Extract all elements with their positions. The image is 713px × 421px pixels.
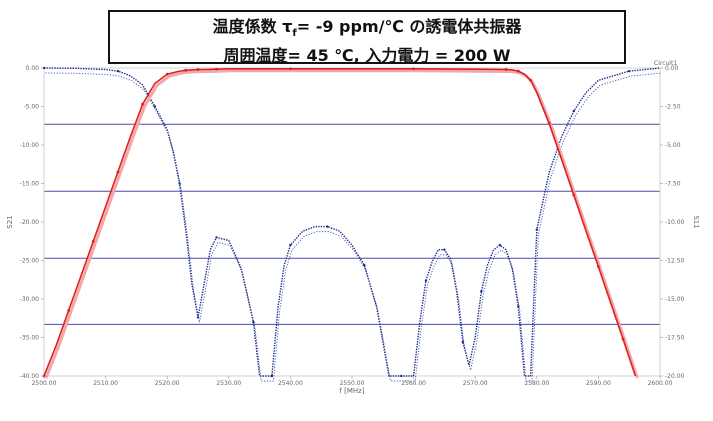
s21-point — [529, 78, 533, 82]
s21-point — [572, 193, 576, 197]
x-tick-label: 2600.00 — [648, 380, 673, 387]
series-s11-secondary-line — [45, 72, 662, 382]
y-right-tick-label: -10.00 — [665, 219, 685, 226]
s11-point — [424, 279, 428, 282]
s11-point — [116, 69, 120, 73]
s11-point — [535, 228, 538, 231]
s11-point — [400, 374, 403, 378]
y-left-tick-label: -40.00 — [20, 373, 40, 380]
y-left-tick-label: -30.00 — [20, 296, 40, 303]
legend-label: Circuit1 — [654, 60, 677, 67]
s21-point — [141, 102, 144, 106]
x-tick-label: 2590.00 — [586, 380, 611, 387]
s21-point — [91, 239, 95, 243]
s21-point — [547, 122, 551, 125]
y-left-tick-label: 0.00 — [26, 65, 40, 72]
x-tick-label: 2520.00 — [155, 380, 180, 387]
y-left-tick-label: -20.00 — [20, 219, 40, 226]
y-left-tick-label: -10.00 — [20, 142, 40, 149]
title-prefix: 温度係数 τ — [212, 17, 293, 36]
x-tick-label: 2570.00 — [463, 380, 488, 387]
plot-frame — [43, 67, 661, 377]
y-left-tick-label: -5.00 — [23, 104, 39, 111]
y-right-tick-label: 0.00 — [665, 65, 679, 72]
s11-point — [461, 340, 465, 344]
s21-point — [621, 337, 625, 341]
s21-point — [196, 68, 200, 71]
reference-lines — [44, 123, 660, 325]
y-axis-label-right: S11 — [692, 215, 700, 228]
s11-point — [628, 69, 631, 73]
x-tick-label: 2500.00 — [32, 380, 57, 387]
s11-point — [289, 243, 292, 247]
s11-point — [480, 290, 483, 293]
s21-point — [516, 69, 520, 73]
series-layer — [42, 66, 662, 382]
s11-point — [178, 182, 181, 185]
s11-point — [153, 105, 157, 108]
s11-point — [270, 374, 274, 378]
title-subscript: f — [292, 28, 297, 40]
s21-point — [67, 309, 71, 312]
y-left-tick-label: -35.00 — [20, 335, 40, 342]
s11-point — [572, 109, 575, 113]
s21-point — [504, 68, 508, 71]
chart-title-box: 温度係数 τf= -9 ppm/℃ の誘電体共振器 周囲温度= 45 ℃, 入力… — [108, 10, 626, 66]
s21-point — [184, 68, 188, 72]
s11-point — [363, 263, 366, 267]
x-tick-label: 2530.00 — [216, 380, 241, 387]
x-tick-label: 2550.00 — [340, 380, 365, 387]
s21-point — [289, 67, 292, 71]
s11-point — [215, 236, 218, 239]
y-right-tick-label: -5.00 — [665, 142, 681, 149]
x-axis-label: f [MHz] — [339, 387, 364, 395]
s11-point — [517, 305, 520, 308]
y-axis-label-left: S21 — [6, 215, 14, 228]
y-right-tick-label: -15.00 — [665, 296, 685, 303]
x-tick-label: 2510.00 — [93, 380, 118, 387]
tick-labels: 2500.00 2510.00 2520.00 2530.00 2540.00 2550.… — [20, 65, 685, 387]
x-tick-label: 2560.00 — [401, 380, 426, 387]
series-s21-shadow-line — [44, 69, 639, 379]
chart-title-line-2: 周囲温度= 45 ℃, 入力電力 = 200 W — [223, 46, 511, 66]
s21-point — [215, 67, 218, 71]
s21-point — [597, 265, 600, 269]
y-right-tick-label: -17.50 — [665, 335, 685, 342]
s11-point — [498, 243, 502, 247]
y-left-tick-label: -15.00 — [20, 181, 40, 188]
s11-point — [326, 225, 329, 228]
s21-point — [412, 67, 415, 71]
s21-point — [165, 72, 169, 76]
s11-point — [252, 320, 255, 324]
x-tick-label: 2540.00 — [278, 380, 303, 387]
s11-point — [196, 316, 200, 319]
title-suffix: = -9 ppm/℃ の誘電体共振器 — [296, 17, 522, 36]
series-s11-line — [43, 67, 661, 377]
chart-title-line-1: 温度係数 τf= -9 ppm/℃ の誘電体共振器 — [110, 16, 624, 45]
series-s21-line — [43, 68, 637, 377]
y-right-tick-label: -7.50 — [665, 181, 681, 188]
s21-point — [116, 170, 120, 174]
y-right-tick-label: -2.50 — [665, 104, 681, 111]
y-left-tick-label: -25.00 — [20, 258, 40, 265]
y-right-tick-label: -12.50 — [665, 258, 685, 265]
x-tick-label: 2580.00 — [524, 380, 549, 387]
y-right-tick-label: -20.00 — [665, 373, 685, 380]
s11-point — [443, 248, 446, 251]
